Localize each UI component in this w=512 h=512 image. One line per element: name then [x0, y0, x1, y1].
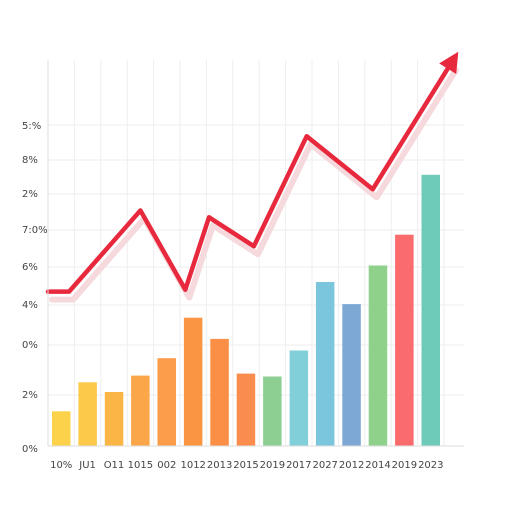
- x-tick-label: 2023: [418, 460, 443, 471]
- x-tick-label: 2019: [392, 460, 417, 471]
- x-tick-label: 2014: [365, 460, 390, 471]
- x-tick-label: 10%: [50, 460, 72, 471]
- bar: [395, 234, 414, 446]
- y-tick-label: 0%: [22, 340, 38, 351]
- bar: [78, 382, 97, 446]
- x-tick-label: O11: [104, 460, 125, 471]
- x-tick-labels: 10% JU1 O11 1015 002 1012 2013 2015 2019 2017 2027…: [50, 460, 443, 471]
- bar: [157, 358, 176, 446]
- bar: [342, 304, 361, 446]
- y-tick-label: 4%: [22, 300, 38, 311]
- y-tick-label: 2%: [22, 189, 38, 200]
- bar: [289, 350, 309, 446]
- trend-arrow-head: [439, 51, 459, 74]
- x-tick-label: 1012: [180, 460, 205, 471]
- x-tick-label: 2015: [233, 460, 258, 471]
- x-tick-label: 2012: [339, 460, 364, 471]
- y-tick-labels: 0% 2% 0% 4% 6% 7:0% 2% 8% 5:%: [22, 121, 48, 455]
- y-tick-label: 5:%: [22, 121, 41, 132]
- x-tick-label: 2017: [286, 460, 311, 471]
- trend-line: [45, 59, 455, 294]
- bar: [183, 317, 203, 446]
- bar: [421, 174, 440, 447]
- x-tick-label: 2019: [260, 460, 285, 471]
- bar: [368, 265, 388, 446]
- bar: [315, 282, 335, 446]
- bar-series: [52, 174, 440, 447]
- x-tick-label: 002: [157, 460, 176, 471]
- x-tick-label: JU1: [78, 460, 96, 471]
- bar: [210, 338, 229, 446]
- x-tick-label: 1015: [128, 460, 153, 471]
- trend-line-shadow: [49, 66, 459, 303]
- bar: [263, 376, 282, 446]
- bar: [236, 373, 256, 446]
- bar: [104, 392, 124, 446]
- x-tick-label: 2027: [312, 460, 337, 471]
- y-tick-label: 7:0%: [22, 225, 48, 236]
- x-tick-label: 2013: [207, 460, 232, 471]
- y-tick-label: 2%: [22, 390, 38, 401]
- grid: [47, 60, 464, 446]
- bar: [131, 375, 150, 446]
- y-tick-label: 8%: [22, 155, 38, 166]
- y-tick-label: 6%: [22, 262, 38, 273]
- bar: [52, 411, 71, 446]
- y-tick-label: 0%: [22, 444, 38, 455]
- trend-line-series: [45, 51, 459, 303]
